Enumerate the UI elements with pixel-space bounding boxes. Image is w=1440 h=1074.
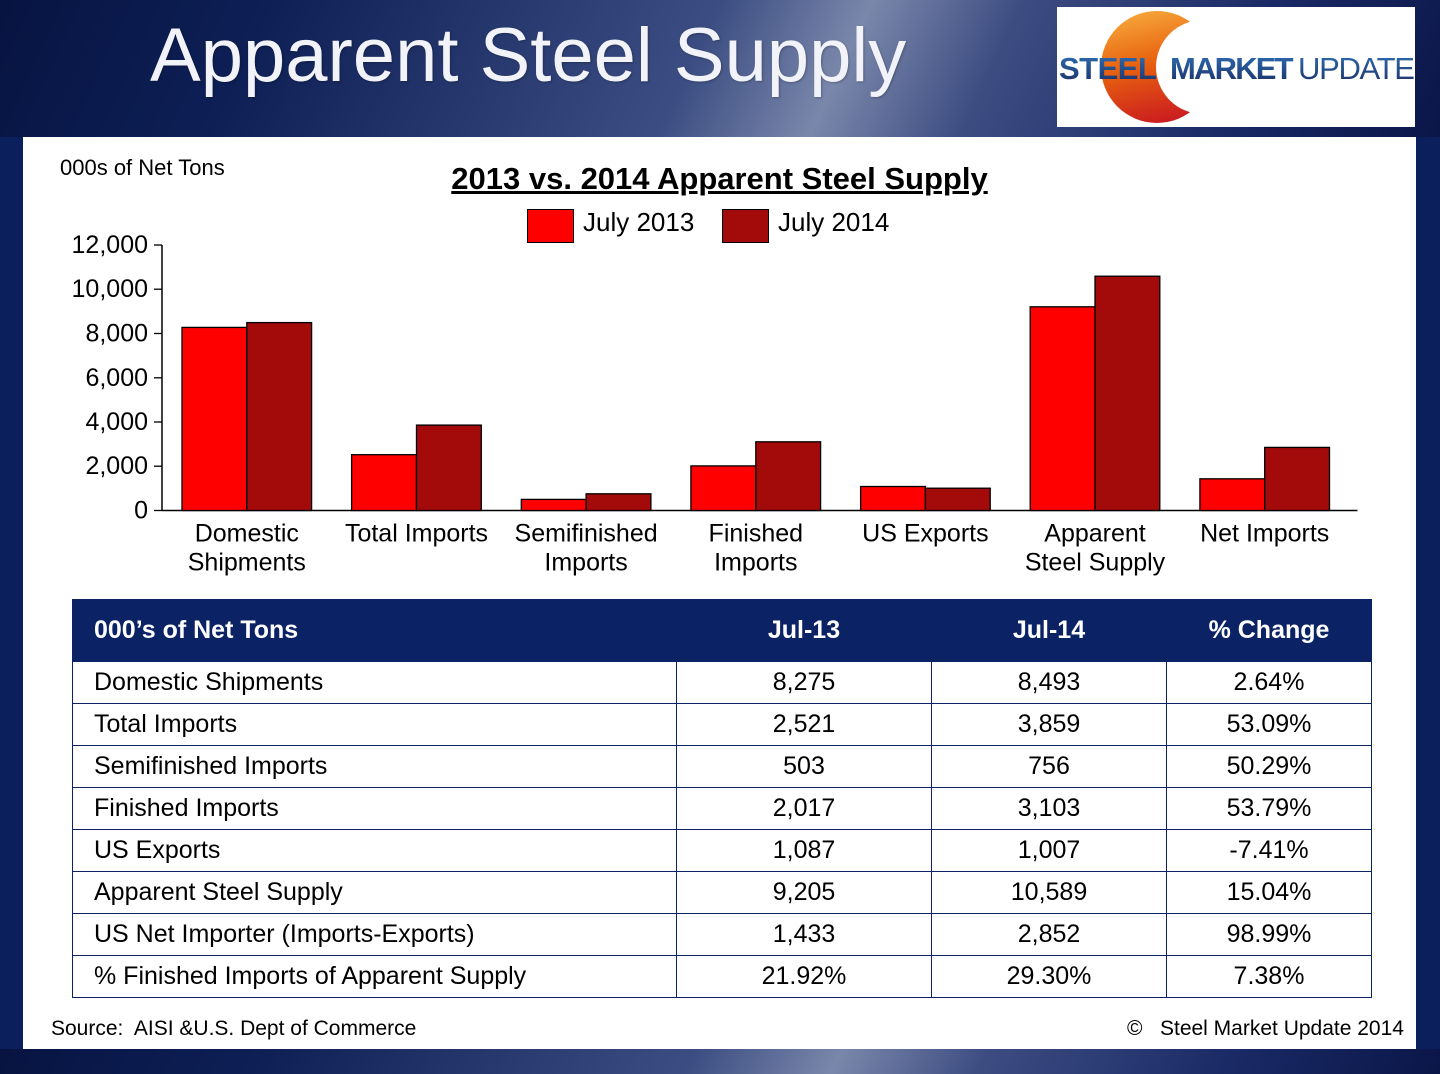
svg-text:MARKET: MARKET	[1170, 51, 1294, 86]
svg-text:6,000: 6,000	[85, 364, 148, 392]
svg-text:US Exports: US Exports	[862, 520, 988, 548]
svg-text:8,000: 8,000	[85, 320, 148, 348]
svg-text:UPDATE: UPDATE	[1298, 51, 1414, 86]
svg-text:Finished: Finished	[709, 520, 804, 548]
svg-text:12,000: 12,000	[72, 231, 148, 259]
svg-text:Imports: Imports	[544, 549, 627, 577]
svg-text:4,000: 4,000	[85, 408, 148, 436]
svg-text:Net Imports: Net Imports	[1200, 520, 1329, 548]
svg-text:2,000: 2,000	[85, 452, 148, 480]
svg-text:Semifinished: Semifinished	[515, 520, 658, 548]
svg-text:Total Imports: Total Imports	[345, 520, 488, 548]
svg-text:Shipments: Shipments	[188, 549, 306, 577]
svg-text:Steel Supply: Steel Supply	[1025, 549, 1166, 577]
svg-text:Imports: Imports	[714, 549, 797, 577]
svg-text:Domestic: Domestic	[195, 520, 299, 548]
svg-text:0: 0	[134, 497, 148, 525]
svg-text:10,000: 10,000	[72, 275, 148, 303]
svg-text:STEEL: STEEL	[1059, 51, 1156, 86]
svg-text:Apparent: Apparent	[1044, 520, 1146, 548]
